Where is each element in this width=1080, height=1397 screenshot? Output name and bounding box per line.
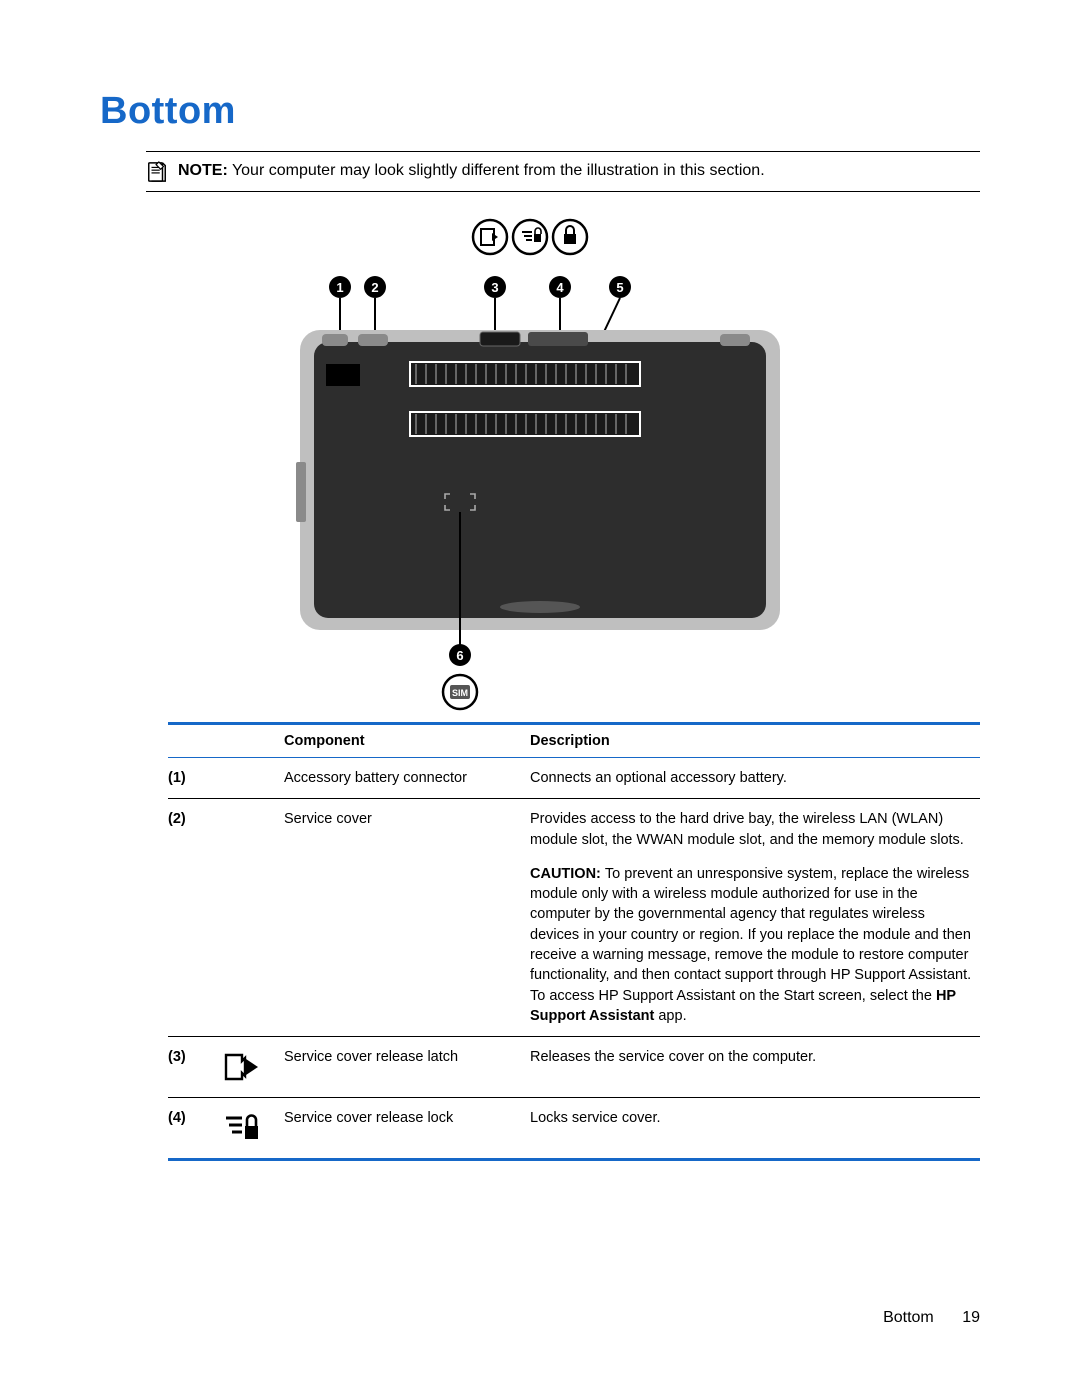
svg-text:2: 2 — [371, 280, 378, 295]
table-row: (3) Service cover release latch Releases… — [168, 1037, 980, 1098]
sim-icon: SIM — [443, 675, 477, 709]
component-name: Service cover release latch — [284, 1037, 530, 1098]
svg-text:3: 3 — [491, 280, 498, 295]
footer-page-number: 19 — [962, 1309, 980, 1326]
svg-text:4: 4 — [556, 280, 564, 295]
bottom-view-diagram: 1 2 3 4 5 — [280, 212, 800, 712]
release-latch-icon — [222, 1047, 262, 1087]
col-header-description: Description — [530, 724, 980, 758]
note-icon — [146, 161, 168, 183]
footer-section: Bottom — [883, 1309, 934, 1326]
col-header-component: Component — [284, 724, 530, 758]
table-row: (4) Service cover release lock Locks ser… — [168, 1098, 980, 1160]
laptop-bottom-illustration — [296, 330, 780, 630]
note-body: Your computer may look slightly differen… — [232, 162, 765, 179]
row-number: (2) — [168, 799, 222, 1037]
component-description: Releases the service cover on the comput… — [530, 1037, 980, 1098]
svg-text:1: 1 — [336, 280, 343, 295]
note-text: NOTE: Your computer may look slightly di… — [178, 160, 765, 182]
manual-page: Bottom NOTE: Your computer may look slig… — [0, 0, 1080, 1397]
svg-text:6: 6 — [456, 648, 463, 663]
row-number: (3) — [168, 1037, 222, 1098]
component-description: Connects an optional accessory battery. — [530, 758, 980, 799]
caution-text: CAUTION: To prevent an unresponsive syst… — [530, 864, 974, 1026]
table-row: (2) Service cover Provides access to the… — [168, 799, 980, 1037]
svg-text:SIM: SIM — [452, 688, 468, 698]
svg-text:5: 5 — [616, 280, 623, 295]
page-title: Bottom — [100, 90, 980, 133]
component-name: Service cover — [284, 799, 530, 1037]
row-number: (4) — [168, 1098, 222, 1160]
release-lock-icon — [222, 1108, 262, 1148]
row-number: (1) — [168, 758, 222, 799]
components-table: Component Description (1) Accessory batt… — [168, 722, 980, 1161]
note-callout: NOTE: Your computer may look slightly di… — [146, 151, 980, 192]
diagram-top-icons — [473, 220, 587, 254]
component-description: Locks service cover. — [530, 1098, 980, 1160]
component-name: Accessory battery connector — [284, 758, 530, 799]
page-footer: Bottom 19 — [883, 1309, 980, 1327]
table-row: (1) Accessory battery connector Connects… — [168, 758, 980, 799]
note-label: NOTE: — [178, 162, 228, 179]
component-description: Provides access to the hard drive bay, t… — [530, 799, 980, 1037]
component-name: Service cover release lock — [284, 1098, 530, 1160]
